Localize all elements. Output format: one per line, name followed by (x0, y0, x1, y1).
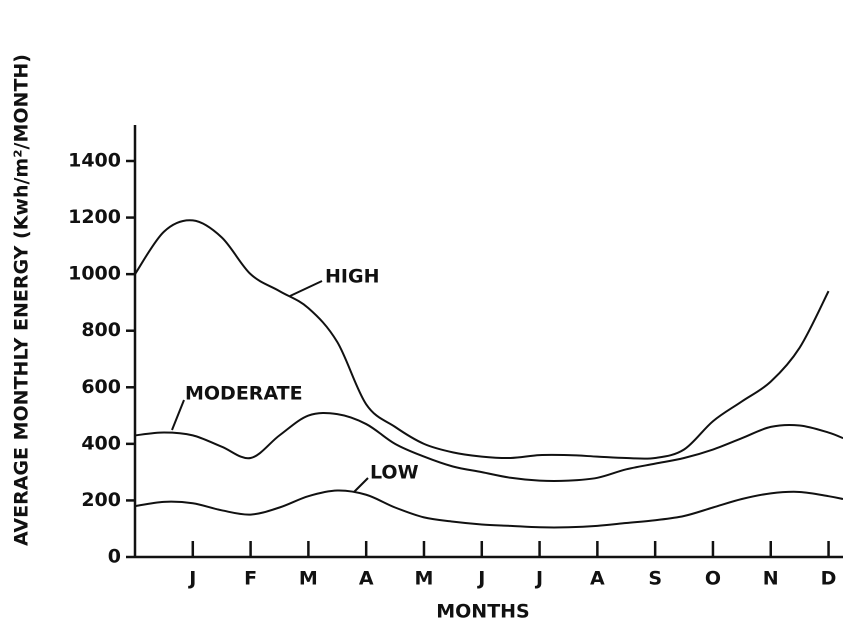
x-tick-label: F (244, 568, 257, 590)
x-tick-label: A (590, 568, 605, 590)
y-tick-label: 1400 (68, 150, 121, 172)
y-tick-label: 600 (81, 376, 121, 398)
series-label: LOW (370, 462, 419, 484)
x-tick-label: J (187, 568, 196, 590)
series-label: HIGH (325, 266, 379, 288)
series-line (134, 489, 843, 529)
y-axis-label: AVERAGE MONTHLY ENERGY (Kwh/m²/MONTH) (11, 54, 33, 546)
x-axis-label: MONTHS (436, 601, 530, 623)
series-label: MODERATE (185, 383, 303, 405)
x-tick-label: J (534, 568, 543, 590)
series-line (134, 412, 843, 482)
y-tick-label: 1200 (68, 206, 121, 228)
x-tick-label: O (705, 568, 721, 590)
series-line (134, 219, 830, 460)
y-tick-label: 200 (81, 489, 121, 511)
x-tick-label: A (359, 568, 374, 590)
x-tick-label: J (476, 568, 485, 590)
y-tick-label: 800 (81, 319, 121, 341)
x-tick-label: S (648, 568, 662, 590)
y-tick-label: 0 (108, 546, 121, 568)
x-tick-label: N (763, 568, 779, 590)
x-tick-label: M (415, 568, 434, 590)
x-tick-label: M (299, 568, 318, 590)
x-tick-label: D (821, 568, 837, 590)
y-tick-label: 1000 (68, 263, 121, 285)
series-leader (353, 477, 369, 493)
y-tick-label: 400 (81, 432, 121, 454)
series-leader (171, 399, 185, 431)
series-leader (289, 280, 323, 297)
